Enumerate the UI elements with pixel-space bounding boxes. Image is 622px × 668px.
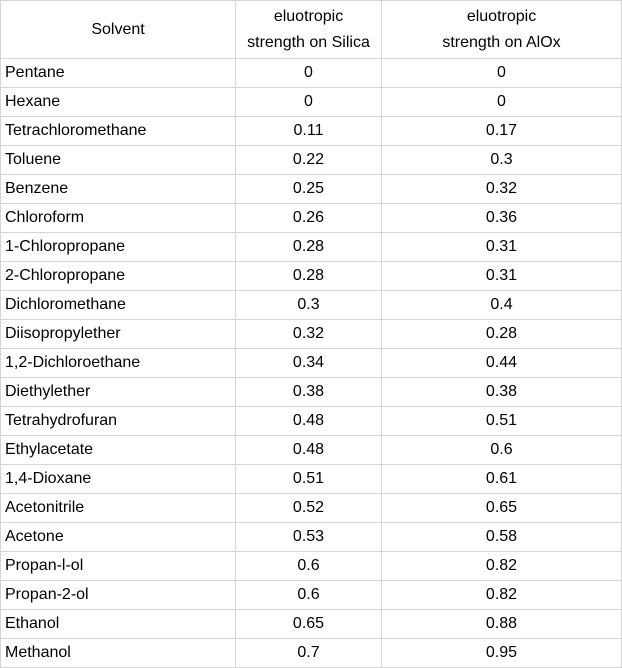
silica-cell[interactable]: 0.26 [235,203,382,233]
alox-cell[interactable]: 0.44 [381,348,622,378]
silica-cell[interactable]: 0.25 [235,174,382,204]
solvent-cell[interactable]: Pentane [0,58,236,88]
solvent-cell[interactable]: Acetone [0,522,236,552]
alox-cell[interactable]: 0.3 [381,145,622,175]
solvent-cell[interactable]: Diethylether [0,377,236,407]
silica-cell[interactable]: 0.48 [235,435,382,465]
solvent-cell[interactable]: Tetrachloromethane [0,116,236,146]
solvent-cell[interactable]: 1,2-Dichloroethane [0,348,236,378]
alox-cell[interactable]: 0.4 [381,290,622,320]
silica-cell[interactable]: 0.22 [235,145,382,175]
solvent-cell[interactable]: 2-Chloropropane [0,261,236,291]
solvent-cell[interactable]: Propan-2-ol [0,580,236,610]
solvent-cell[interactable]: Methanol [0,638,236,668]
header-alox[interactable]: eluotropic strength on AlOx [381,0,622,59]
alox-cell[interactable]: 0.36 [381,203,622,233]
table-row: Diethylether 0.38 0.38 [0,377,622,407]
table-row: 2-Chloropropane 0.28 0.31 [0,261,622,291]
alox-cell[interactable]: 0.17 [381,116,622,146]
table-row: 1,4-Dioxane 0.51 0.61 [0,464,622,494]
solvent-cell[interactable]: Tetrahydrofuran [0,406,236,436]
table-row: Benzene 0.25 0.32 [0,174,622,204]
silica-cell[interactable]: 0.65 [235,609,382,639]
silica-cell[interactable]: 0.32 [235,319,382,349]
solvent-cell[interactable]: Ethylacetate [0,435,236,465]
header-alox-line1: eluotropic [466,7,537,25]
header-row: Solvent eluotropic strength on Silica elu… [0,0,622,59]
table-row: Pentane 0 0 [0,58,622,88]
alox-cell[interactable]: 0.82 [381,580,622,610]
table-row: Ethanol 0.65 0.88 [0,609,622,639]
table-row: Toluene 0.22 0.3 [0,145,622,175]
table-row: Acetone 0.53 0.58 [0,522,622,552]
table-row: Propan-l-ol 0.6 0.82 [0,551,622,581]
solvent-cell[interactable]: Propan-l-ol [0,551,236,581]
silica-cell[interactable]: 0.53 [235,522,382,552]
table-row: Ethylacetate 0.48 0.6 [0,435,622,465]
alox-cell[interactable]: 0.88 [381,609,622,639]
alox-cell[interactable]: 0.82 [381,551,622,581]
table-row: Propan-2-ol 0.6 0.82 [0,580,622,610]
silica-cell[interactable]: 0.28 [235,232,382,262]
header-alox-line2: strength on AlOx [442,33,561,51]
alox-cell[interactable]: 0 [381,87,622,117]
silica-cell[interactable]: 0.6 [235,580,382,610]
solvent-cell[interactable]: 1,4-Dioxane [0,464,236,494]
silica-cell[interactable]: 0.3 [235,290,382,320]
table-row: 1,2-Dichloroethane 0.34 0.44 [0,348,622,378]
silica-cell[interactable]: 0.38 [235,377,382,407]
header-silica-line2: strength on Silica [247,33,370,51]
table-row: Tetrachloromethane 0.11 0.17 [0,116,622,146]
solvent-cell[interactable]: Hexane [0,87,236,117]
header-silica[interactable]: eluotropic strength on Silica [235,0,382,59]
alox-cell[interactable]: 0.65 [381,493,622,523]
solvent-cell[interactable]: Ethanol [0,609,236,639]
table-row: Diisopropylether 0.32 0.28 [0,319,622,349]
solvent-cell[interactable]: Benzene [0,174,236,204]
alox-cell[interactable]: 0 [381,58,622,88]
solvent-cell[interactable]: Toluene [0,145,236,175]
solvent-cell[interactable]: Dichloromethane [0,290,236,320]
silica-cell[interactable]: 0.48 [235,406,382,436]
alox-cell[interactable]: 0.28 [381,319,622,349]
silica-cell[interactable]: 0 [235,58,382,88]
alox-cell[interactable]: 0.51 [381,406,622,436]
solvent-cell[interactable]: Chloroform [0,203,236,233]
silica-cell[interactable]: 0.11 [235,116,382,146]
table-row: Chloroform 0.26 0.36 [0,203,622,233]
alox-cell[interactable]: 0.31 [381,261,622,291]
header-solvent[interactable]: Solvent [0,0,236,59]
table-row: Dichloromethane 0.3 0.4 [0,290,622,320]
solvent-cell[interactable]: Diisopropylether [0,319,236,349]
alox-cell[interactable]: 0.31 [381,232,622,262]
table-row: 1-Chloropropane 0.28 0.31 [0,232,622,262]
silica-cell[interactable]: 0.34 [235,348,382,378]
table-row: Methanol 0.7 0.95 [0,638,622,668]
solvent-cell[interactable]: Acetonitrile [0,493,236,523]
table-row: Acetonitrile 0.52 0.65 [0,493,622,523]
table-row: Tetrahydrofuran 0.48 0.51 [0,406,622,436]
solvent-cell[interactable]: 1-Chloropropane [0,232,236,262]
alox-cell[interactable]: 0.95 [381,638,622,668]
silica-cell[interactable]: 0.51 [235,464,382,494]
silica-cell[interactable]: 0.52 [235,493,382,523]
silica-cell[interactable]: 0.7 [235,638,382,668]
header-silica-line1: eluotropic [273,7,344,25]
silica-cell[interactable]: 0.28 [235,261,382,291]
table-row: Hexane 0 0 [0,87,622,117]
alox-cell[interactable]: 0.6 [381,435,622,465]
alox-cell[interactable]: 0.32 [381,174,622,204]
silica-cell[interactable]: 0 [235,87,382,117]
silica-cell[interactable]: 0.6 [235,551,382,581]
alox-cell[interactable]: 0.38 [381,377,622,407]
alox-cell[interactable]: 0.61 [381,464,622,494]
alox-cell[interactable]: 0.58 [381,522,622,552]
